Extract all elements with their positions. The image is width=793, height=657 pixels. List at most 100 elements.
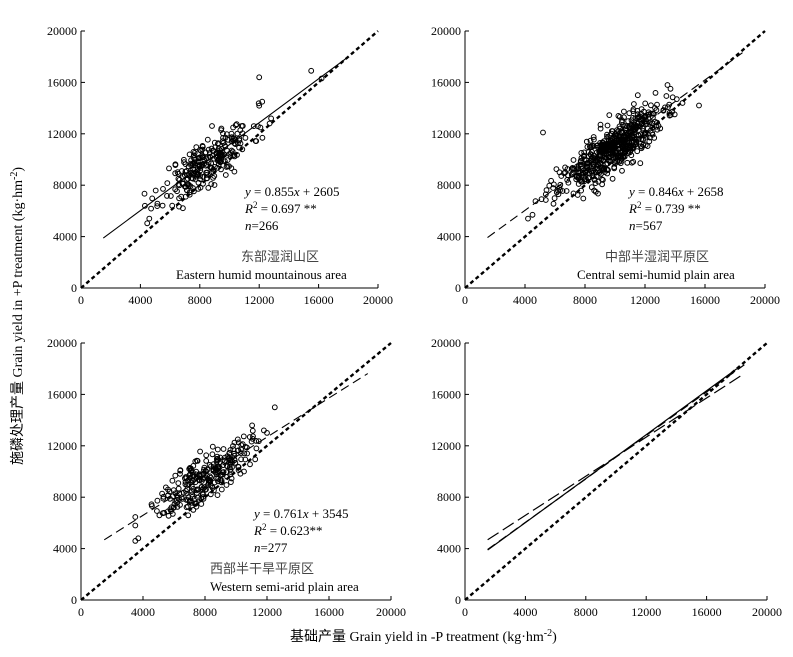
data-point [235, 463, 242, 470]
data-point [648, 102, 654, 109]
data-point [253, 445, 260, 452]
data-point [187, 183, 194, 190]
y-tick-label: 8000 [437, 490, 461, 504]
data-point [619, 167, 625, 174]
data-point [180, 205, 186, 212]
data-point [193, 173, 200, 180]
y-tick-label: 0 [455, 281, 461, 295]
data-point [626, 142, 633, 148]
data-point [220, 135, 226, 141]
data-point [696, 102, 702, 109]
data-point [643, 133, 650, 140]
data-point [200, 495, 207, 502]
data-point [664, 82, 671, 88]
data-point [621, 108, 627, 115]
panel-3-marks [80, 342, 392, 601]
data-point [218, 479, 225, 486]
data-point [234, 436, 241, 443]
data-point [249, 427, 256, 434]
data-point [595, 190, 601, 197]
data-point [146, 215, 153, 222]
data-point [583, 138, 590, 145]
data-point [214, 453, 221, 460]
data-point [617, 114, 623, 120]
r-squared-label: R2 = 0.623** [253, 522, 323, 538]
y-tick-label: 4000 [437, 230, 461, 244]
panel-western-semi-arid-plain: 0 4000 8000 12000 16000 20000 0 4000 8000 12000 16… [47, 336, 406, 619]
data-point [178, 193, 185, 200]
data-point [172, 186, 179, 193]
data-point [164, 193, 170, 199]
data-point [223, 482, 230, 488]
data-point [622, 123, 629, 129]
data-point [612, 160, 619, 167]
x-tick-label: 16000 [304, 293, 334, 307]
data-point [190, 507, 197, 513]
data-point [642, 100, 649, 107]
data-point [193, 503, 200, 510]
data-point [580, 195, 587, 202]
data-point [148, 501, 155, 508]
region-cn-label: 中部半湿润平原区 [605, 249, 709, 264]
y-tick-label: 20000 [431, 24, 461, 38]
data-point [264, 430, 270, 436]
data-point [631, 121, 637, 128]
data-point [625, 118, 631, 125]
data-point [253, 138, 260, 145]
data-point [557, 187, 563, 194]
data-point [209, 443, 216, 450]
data-point [213, 456, 220, 462]
data-point [190, 149, 197, 155]
data-point [229, 136, 235, 142]
x-tick-label: 20000 [750, 293, 780, 307]
data-point [578, 187, 584, 194]
x-tick-label: 12000 [630, 293, 660, 307]
data-point [597, 161, 603, 167]
data-point [583, 163, 590, 170]
equation-label: y = 0.761x + 3545 [252, 506, 349, 521]
data-point [166, 165, 172, 172]
data-point [175, 170, 182, 177]
data-point [634, 148, 641, 155]
panel-eastern-humid-mountainous: 0 4000 8000 12000 16000 20000 0 4000 8000 12000 16… [47, 24, 393, 307]
data-point [209, 123, 215, 129]
data-point [578, 178, 585, 185]
data-point [132, 522, 139, 529]
data-point [215, 478, 221, 485]
data-point [578, 150, 585, 156]
data-point [214, 469, 221, 476]
y-tick-label: 20000 [47, 24, 77, 38]
x-tick-label: 12000 [252, 605, 282, 619]
data-point [228, 147, 235, 154]
data-point [186, 472, 193, 478]
data-point [581, 149, 588, 156]
data-point [194, 486, 201, 493]
n-label: n=266 [245, 218, 279, 233]
data-point [185, 175, 191, 182]
data-point [647, 127, 654, 134]
data-point [192, 176, 199, 183]
data-point [669, 108, 676, 115]
data-point [240, 433, 247, 440]
data-point [154, 497, 161, 504]
data-point [649, 120, 656, 127]
data-point [228, 475, 235, 482]
data-point [666, 112, 673, 119]
data-point [619, 122, 626, 129]
data-point [540, 129, 546, 136]
data-point [590, 134, 597, 140]
data-point [635, 136, 642, 142]
data-point [185, 503, 191, 510]
data-point [573, 176, 580, 183]
data-point [218, 472, 225, 479]
data-point [557, 181, 564, 188]
data-point [605, 143, 612, 150]
data-point [154, 200, 161, 207]
data-point [154, 508, 160, 514]
data-point [208, 165, 215, 172]
data-point [619, 119, 625, 126]
data-point [563, 188, 570, 194]
data-point [249, 422, 256, 429]
data-point [650, 110, 656, 117]
y-tick-label: 8000 [53, 490, 77, 504]
